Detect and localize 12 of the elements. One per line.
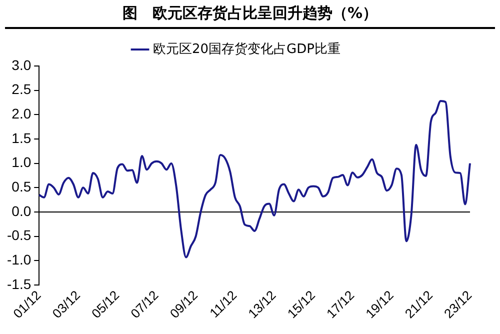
y-tick-label: 0.5 bbox=[12, 178, 32, 195]
y-tick-label: 2.0 bbox=[12, 106, 32, 122]
y-tick-label: 3.0 bbox=[12, 56, 32, 73]
y-tick-label: -1.5 bbox=[7, 276, 32, 292]
y-tick-label: 0.0 bbox=[12, 202, 32, 219]
y-tick-label: -0.5 bbox=[7, 227, 32, 244]
y-tick-label: -1.0 bbox=[7, 251, 32, 268]
y-tick-label: 1.5 bbox=[12, 130, 32, 146]
chart-title: 图 欧元区存货占比呈回升趋势（%） bbox=[5, 4, 495, 29]
y-tick-label: 2.5 bbox=[12, 81, 32, 98]
legend-label: 欧元区20国存货变化占GDP比重 bbox=[153, 42, 340, 57]
y-tick-label: 1.0 bbox=[12, 154, 32, 170]
